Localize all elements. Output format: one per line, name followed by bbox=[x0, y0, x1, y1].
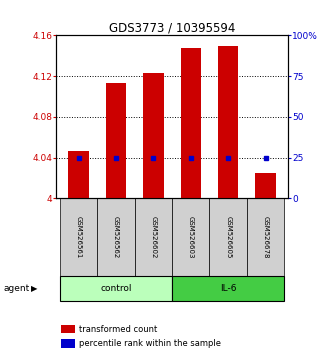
Bar bbox=[218, 46, 238, 198]
Text: ▶: ▶ bbox=[31, 284, 38, 293]
Bar bbox=[106, 83, 126, 198]
Bar bbox=[60, 198, 97, 276]
Text: GSM526605: GSM526605 bbox=[225, 216, 231, 258]
Text: IL-6: IL-6 bbox=[220, 284, 236, 293]
Text: GSM526602: GSM526602 bbox=[150, 216, 157, 258]
Bar bbox=[61, 325, 75, 333]
Bar bbox=[172, 276, 284, 301]
Bar bbox=[143, 73, 164, 198]
Text: control: control bbox=[100, 284, 132, 293]
Bar bbox=[97, 198, 135, 276]
Text: GSM526603: GSM526603 bbox=[188, 216, 194, 258]
Bar bbox=[61, 339, 75, 348]
Bar bbox=[135, 198, 172, 276]
Bar bbox=[180, 48, 201, 198]
Text: GSM526678: GSM526678 bbox=[262, 216, 268, 258]
Bar bbox=[172, 198, 210, 276]
Text: transformed count: transformed count bbox=[79, 325, 158, 334]
Bar bbox=[247, 198, 284, 276]
Bar bbox=[69, 152, 89, 198]
Bar bbox=[60, 276, 172, 301]
Bar bbox=[210, 198, 247, 276]
Title: GDS3773 / 10395594: GDS3773 / 10395594 bbox=[109, 21, 235, 34]
Text: GSM526562: GSM526562 bbox=[113, 216, 119, 258]
Bar bbox=[255, 173, 276, 198]
Text: percentile rank within the sample: percentile rank within the sample bbox=[79, 339, 221, 348]
Text: GSM526561: GSM526561 bbox=[76, 216, 82, 258]
Text: agent: agent bbox=[3, 284, 29, 293]
